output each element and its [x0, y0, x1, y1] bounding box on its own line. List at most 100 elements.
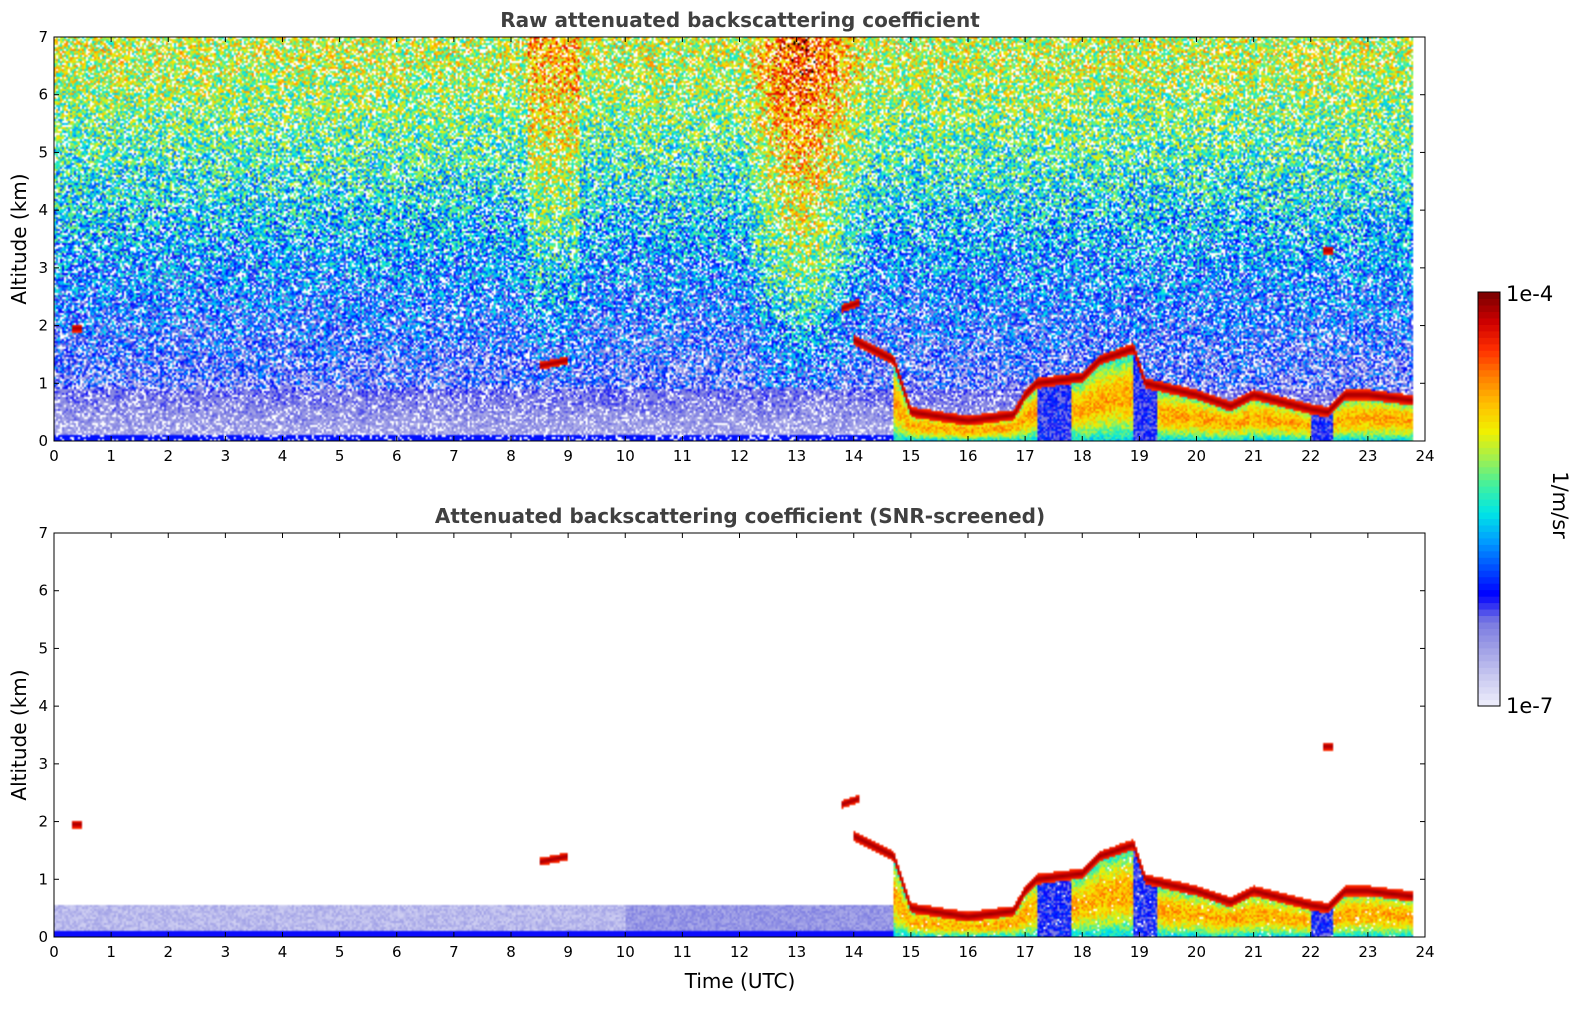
- colorbar-segment: [1478, 317, 1500, 325]
- colorbar-segment: [1478, 376, 1500, 384]
- colorbar-segment: [1478, 292, 1500, 300]
- y-tick-label: 2: [38, 317, 48, 335]
- y-tick-label: 1: [38, 374, 48, 392]
- x-tick-label: 17: [1016, 447, 1035, 465]
- colorbar-segment: [1478, 634, 1500, 642]
- colorbar-segment: [1478, 369, 1500, 377]
- x-tick-label: 1: [106, 943, 116, 961]
- x-tick-label: 16: [958, 447, 977, 465]
- x-tick-label: 4: [278, 447, 288, 465]
- colorbar-segment: [1478, 576, 1500, 584]
- x-tick-label: 23: [1358, 943, 1377, 961]
- panel-raw-y-axis-label: Altitude (km): [7, 173, 31, 304]
- colorbar-segment: [1478, 641, 1500, 649]
- y-tick-label: 3: [38, 259, 48, 277]
- colorbar-segment: [1478, 680, 1500, 688]
- x-tick-label: 12: [730, 447, 749, 465]
- colorbar-segment: [1478, 673, 1500, 681]
- y-tick-label: 5: [38, 639, 48, 657]
- colorbar-segment: [1478, 466, 1500, 474]
- colorbar-segment: [1478, 557, 1500, 565]
- x-tick-label: 18: [1073, 943, 1092, 961]
- colorbar-segment: [1478, 654, 1500, 662]
- colorbar-segment: [1478, 350, 1500, 358]
- panel-raw-plot-area: [53, 36, 1426, 442]
- x-tick-label: 22: [1301, 447, 1320, 465]
- colorbar-segment: [1478, 395, 1500, 403]
- colorbar-segment: [1478, 602, 1500, 610]
- colorbar-segment: [1478, 511, 1500, 520]
- colorbar-segment: [1478, 699, 1500, 707]
- colorbar-segment: [1478, 660, 1500, 668]
- x-tick-label: 4: [278, 943, 288, 961]
- colorbar-segment: [1478, 363, 1500, 371]
- x-tick-label: 20: [1187, 447, 1206, 465]
- colorbar-segment: [1478, 693, 1500, 701]
- y-tick-label: 4: [38, 697, 48, 715]
- colorbar-segment: [1478, 499, 1500, 507]
- colorbar-segment: [1478, 505, 1500, 513]
- colorbar-segment: [1478, 596, 1500, 604]
- x-tick-label: 14: [844, 447, 863, 465]
- x-tick-label: 15: [901, 447, 920, 465]
- colorbar-segment: [1478, 686, 1500, 694]
- colorbar-segment: [1478, 447, 1500, 455]
- y-tick-label: 4: [38, 201, 48, 219]
- colorbar-segment: [1478, 486, 1500, 494]
- colorbar-min-label: 1e-7: [1506, 694, 1553, 718]
- colorbar-segment: [1478, 583, 1500, 591]
- colorbar-segment: [1478, 647, 1500, 655]
- y-tick-label: 7: [38, 28, 48, 46]
- colorbar-segment: [1478, 311, 1500, 319]
- colorbar-segment: [1478, 667, 1500, 675]
- colorbar-segment: [1478, 544, 1500, 552]
- colorbar-segment: [1478, 440, 1500, 448]
- x-tick-label: 9: [563, 943, 573, 961]
- panel-screened-y-axis-label: Altitude (km): [7, 669, 31, 800]
- x-tick-label: 15: [901, 943, 920, 961]
- colorbar-max-label: 1e-4: [1506, 282, 1553, 306]
- x-tick-label: 12: [730, 943, 749, 961]
- colorbar-segment: [1478, 324, 1500, 332]
- colorbar-segment: [1478, 537, 1500, 545]
- y-tick-label: 5: [38, 143, 48, 161]
- x-tick-label: 19: [1130, 943, 1149, 961]
- colorbar-frame: [1477, 291, 1501, 707]
- colorbar-segment: [1478, 563, 1500, 571]
- panel-raw-title: Raw attenuated backscattering coefficien…: [500, 8, 980, 32]
- x-tick-label: 13: [787, 943, 806, 961]
- x-tick-label: 23: [1358, 447, 1377, 465]
- colorbar-gradient: [1478, 292, 1500, 707]
- x-tick-label: 6: [392, 447, 402, 465]
- colorbar-segment: [1478, 304, 1500, 313]
- x-tick-label: 22: [1301, 943, 1320, 961]
- y-tick-label: 0: [38, 432, 48, 450]
- x-tick-label: 21: [1244, 447, 1263, 465]
- colorbar-segment: [1478, 330, 1500, 338]
- x-tick-label: 0: [49, 447, 59, 465]
- colorbar-segment: [1478, 401, 1500, 410]
- y-tick-label: 0: [38, 928, 48, 946]
- x-tick-label: 3: [221, 943, 231, 961]
- x-tick-label: 7: [449, 943, 459, 961]
- y-tick-label: 2: [38, 813, 48, 831]
- colorbar-segment: [1478, 460, 1500, 468]
- x-tick-label: 6: [392, 943, 402, 961]
- colorbar-segment: [1478, 453, 1500, 461]
- y-tick-label: 6: [38, 582, 48, 600]
- x-tick-label: 5: [335, 447, 345, 465]
- x-tick-label: 19: [1130, 447, 1149, 465]
- x-tick-label: 8: [506, 447, 516, 465]
- colorbar-segment: [1478, 615, 1500, 623]
- x-tick-label: 7: [449, 447, 459, 465]
- x-tick-label: 18: [1073, 447, 1092, 465]
- y-tick-label: 1: [38, 870, 48, 888]
- x-tick-label: 13: [787, 447, 806, 465]
- x-tick-label: 17: [1016, 943, 1035, 961]
- x-tick-label: 16: [958, 943, 977, 961]
- x-tick-label: 11: [673, 447, 692, 465]
- panel-raw: Raw attenuated backscattering coefficien…: [7, 8, 1435, 465]
- y-tick-label: 6: [38, 86, 48, 104]
- colorbar-segment: [1478, 608, 1500, 617]
- colorbar-segment: [1478, 427, 1500, 435]
